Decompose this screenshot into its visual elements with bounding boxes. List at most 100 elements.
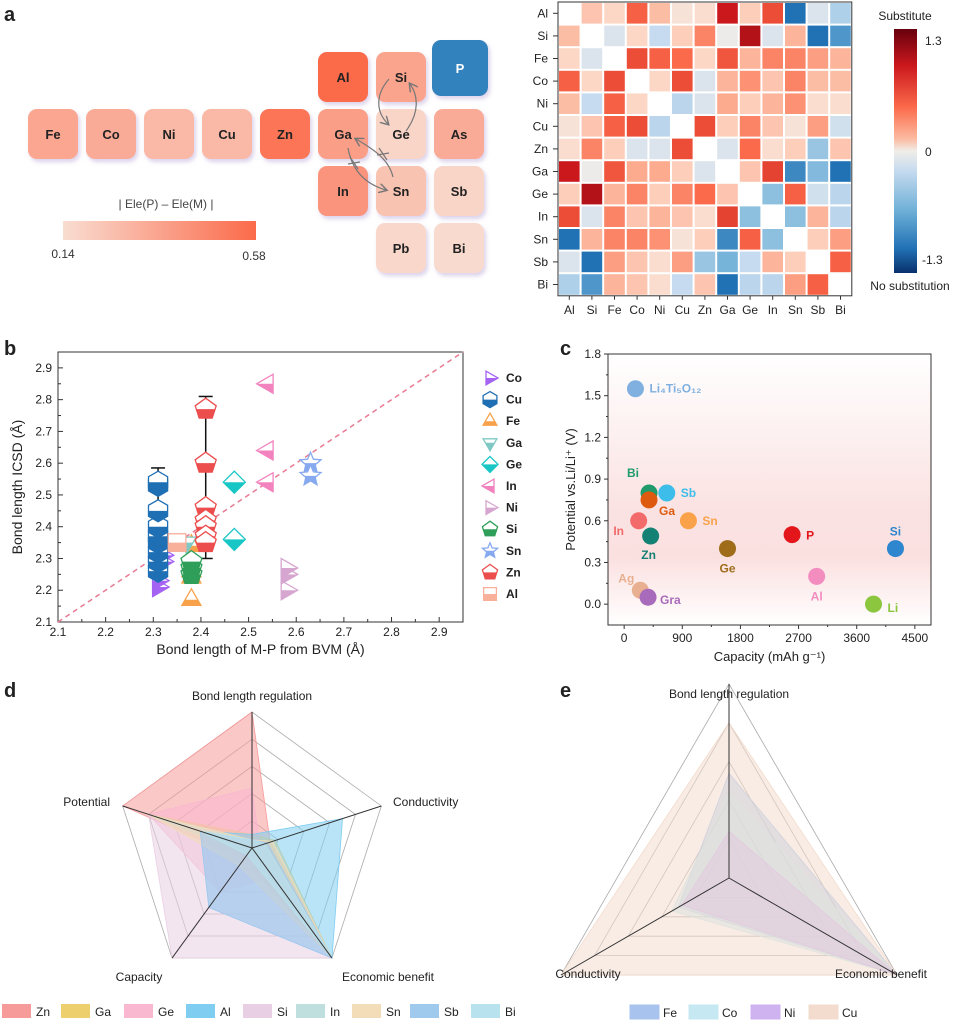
heatmap-cell [559, 229, 580, 250]
heatmap-cell [626, 138, 648, 160]
heatmap-cell [694, 70, 716, 92]
legend-marker [482, 390, 498, 409]
panel-label-b: b [4, 338, 17, 360]
heatmap-cell [739, 251, 761, 273]
heatmap-cell [694, 183, 716, 205]
heatmap-cell [739, 229, 761, 250]
heatmap-cell [559, 274, 580, 295]
legend-marker [481, 520, 499, 537]
heatmap-cell [581, 183, 603, 205]
data-point-label: Sn [702, 514, 717, 528]
heatmap-cell [807, 48, 829, 69]
heatmap-cell [717, 25, 738, 47]
marker-fill [281, 590, 298, 600]
data-point-In: In [613, 512, 648, 538]
y-tick-label: 2.2 [35, 583, 52, 597]
heatmap-col-label: Bi [835, 303, 846, 317]
heatmap-cell [694, 206, 716, 227]
element-tile-as: As [434, 109, 484, 159]
legend-label: Co [722, 1006, 738, 1020]
x-tick-label: 2.9 [431, 625, 448, 639]
colorbar-max-label: 0.58 [242, 249, 266, 263]
heatmap-cell [785, 25, 806, 47]
heatmap-cell [762, 3, 783, 24]
blocked-cross-icon [376, 147, 390, 161]
heatmap-cell [626, 274, 648, 295]
heatmap-cell [807, 251, 829, 273]
heatmap-cell [559, 48, 580, 69]
marker-outline [298, 463, 323, 487]
heatmap-cell [762, 161, 783, 182]
legend-item-ga: Ga [61, 1004, 111, 1019]
legend-item-ni: Ni [750, 1004, 795, 1020]
colorbar-min-label: 0.14 [51, 247, 75, 261]
element-tile-sn: Sn [376, 166, 426, 216]
data-point-label: Sb [681, 486, 696, 500]
heatmap-cell [694, 25, 716, 47]
heatmap-cell [559, 25, 580, 47]
y-tick-label: 1.8 [584, 347, 601, 361]
element-tile-co: Co [86, 109, 136, 159]
y-tick-label: 2.9 [35, 361, 52, 375]
heatmap-cell [626, 48, 648, 69]
legend-item-sn: Sn [480, 541, 521, 559]
heatmap-cell [581, 229, 603, 250]
marker-fill [281, 568, 298, 578]
heatmap-cell [717, 183, 738, 205]
heatmap-cell [785, 183, 806, 205]
x-tick-label: 2.5 [240, 625, 257, 639]
marker-fill [148, 571, 168, 583]
heatmap-cell [807, 183, 829, 205]
element-tile-bg [376, 166, 426, 216]
heatmap-cell [785, 251, 806, 273]
legend-label: Sn [506, 544, 521, 558]
legend-item-in: In [296, 1004, 340, 1019]
legend-label: Ni [506, 501, 518, 515]
blocked-cross-icon [347, 156, 361, 170]
legend-label: Cu [842, 1006, 857, 1020]
heatmap-cell [649, 70, 670, 92]
radar-axis-label: Economic benefit [835, 967, 928, 981]
marker-fill [152, 587, 170, 597]
legend-swatch [750, 1004, 781, 1020]
element-symbol: Pb [393, 241, 410, 256]
radar-axis-label: Conductivity [555, 967, 620, 981]
heatmap-cell [672, 25, 693, 47]
x-tick-label: 2700 [785, 631, 812, 645]
data-point-sn [298, 463, 323, 487]
heatmap-cell [626, 251, 648, 273]
marker-fill [256, 450, 274, 460]
data-point-label: Zn [641, 548, 656, 562]
x-tick-label: 2.2 [97, 625, 114, 639]
heatmap-cell [762, 93, 783, 114]
marker-fill [256, 482, 274, 492]
x-tick-label: 2.6 [288, 625, 305, 639]
marker-fill [483, 421, 497, 426]
heatmap-cell [626, 206, 648, 227]
marker-fill [256, 383, 274, 394]
data-point-marker [626, 380, 644, 398]
radar-axis [560, 877, 730, 976]
heatmap-cell [626, 116, 648, 137]
radar-axis-label: Conductivity [393, 795, 458, 809]
heatmap-cell [717, 48, 738, 69]
substitution-heatmap-panel: Al Si Fe Co Ni Cu Zn Ga Ge In Sn Sb Bi Al Si Fe Co Ni Cu Zn… [532, 1, 950, 317]
legend-item-ge: Ge [481, 455, 522, 474]
data-point-fe [180, 587, 203, 606]
heatmap-cell [604, 274, 625, 295]
marker-fill [486, 507, 498, 515]
data-point-Li₄Ti₅O₁₂: Li₄Ti₅O₁₂ [626, 380, 701, 398]
legend-item-co: Co [485, 369, 522, 387]
heatmap-cell [559, 116, 580, 137]
legend-item-ge: Ge [124, 1004, 174, 1019]
data-point-marker [679, 512, 697, 530]
data-point-label: Li [888, 601, 899, 615]
element-symbol: Zn [277, 127, 293, 142]
radar-axis-label: Economic benefit [342, 970, 435, 984]
legend-label: Sn [386, 1005, 401, 1019]
heatmap-cell [785, 3, 806, 24]
heatmap-row-label: Al [537, 6, 548, 20]
y-tick-label: 0.6 [584, 514, 601, 528]
element-symbol: Bi [453, 241, 466, 256]
radar-axis [251, 805, 382, 849]
